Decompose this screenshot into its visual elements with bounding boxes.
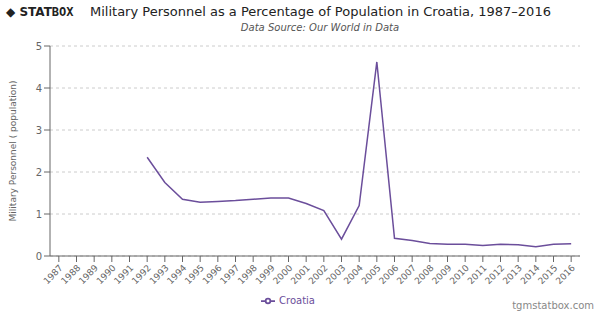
svg-text:1990: 1990: [94, 262, 118, 287]
svg-text:Military Personnel ( populatio: Military Personnel ( population): [8, 81, 18, 222]
svg-text:2008: 2008: [412, 262, 436, 287]
html-text:◆ STAT BOX: ◆ STAT BOX: [6, 5, 74, 19]
svg-text:1993: 1993: [147, 263, 170, 286]
svg-text:2: 2: [36, 167, 42, 178]
svg-text:2011: 2011: [465, 263, 488, 286]
svg-text:2000: 2000: [271, 262, 295, 287]
svg-text:1987: 1987: [41, 263, 64, 286]
svg-text:1999: 1999: [253, 262, 277, 287]
html-text:Croatia: Croatia: [279, 295, 315, 306]
svg-text:2002: 2002: [306, 263, 329, 286]
svg-text:2007: 2007: [395, 263, 418, 286]
svg-text:1996: 1996: [200, 262, 224, 287]
svg-text:1992: 1992: [130, 263, 153, 286]
svg-text:2012: 2012: [483, 263, 506, 286]
svg-text:2001: 2001: [289, 263, 312, 286]
svg-text:1991: 1991: [112, 263, 135, 286]
svg-text:4: 4: [36, 83, 42, 94]
svg-text:1995: 1995: [183, 263, 206, 286]
svg-text:1998: 1998: [235, 262, 260, 287]
svg-text:2009: 2009: [430, 262, 454, 287]
svg-text:3: 3: [36, 125, 42, 136]
svg-text:2015: 2015: [536, 263, 559, 286]
svg-text:1988: 1988: [59, 262, 83, 287]
svg-text:2013: 2013: [501, 263, 524, 286]
svg-text:2003: 2003: [324, 263, 347, 286]
svg-text:2010: 2010: [447, 262, 472, 287]
html-text:Military Personnel as a Percen: Military Personnel as a Percentage of Po…: [90, 4, 551, 19]
svg-text:2006: 2006: [377, 262, 401, 287]
svg-text:2016: 2016: [554, 263, 577, 286]
html-text:tgmstatbox.com: tgmstatbox.com: [512, 300, 594, 311]
svg-text:2005: 2005: [359, 263, 382, 286]
svg-text:2014: 2014: [518, 262, 542, 287]
svg-text:0: 0: [36, 251, 42, 262]
svg-text:5: 5: [36, 41, 42, 52]
svg-text:1994: 1994: [165, 262, 189, 287]
svg-text:1: 1: [36, 209, 42, 220]
html-text:Data Source: Our World in Data: Data Source: Our World in Data: [240, 22, 400, 33]
svg-text:1997: 1997: [218, 263, 241, 286]
svg-text:2004: 2004: [341, 262, 366, 287]
svg-text:1989: 1989: [76, 262, 101, 287]
